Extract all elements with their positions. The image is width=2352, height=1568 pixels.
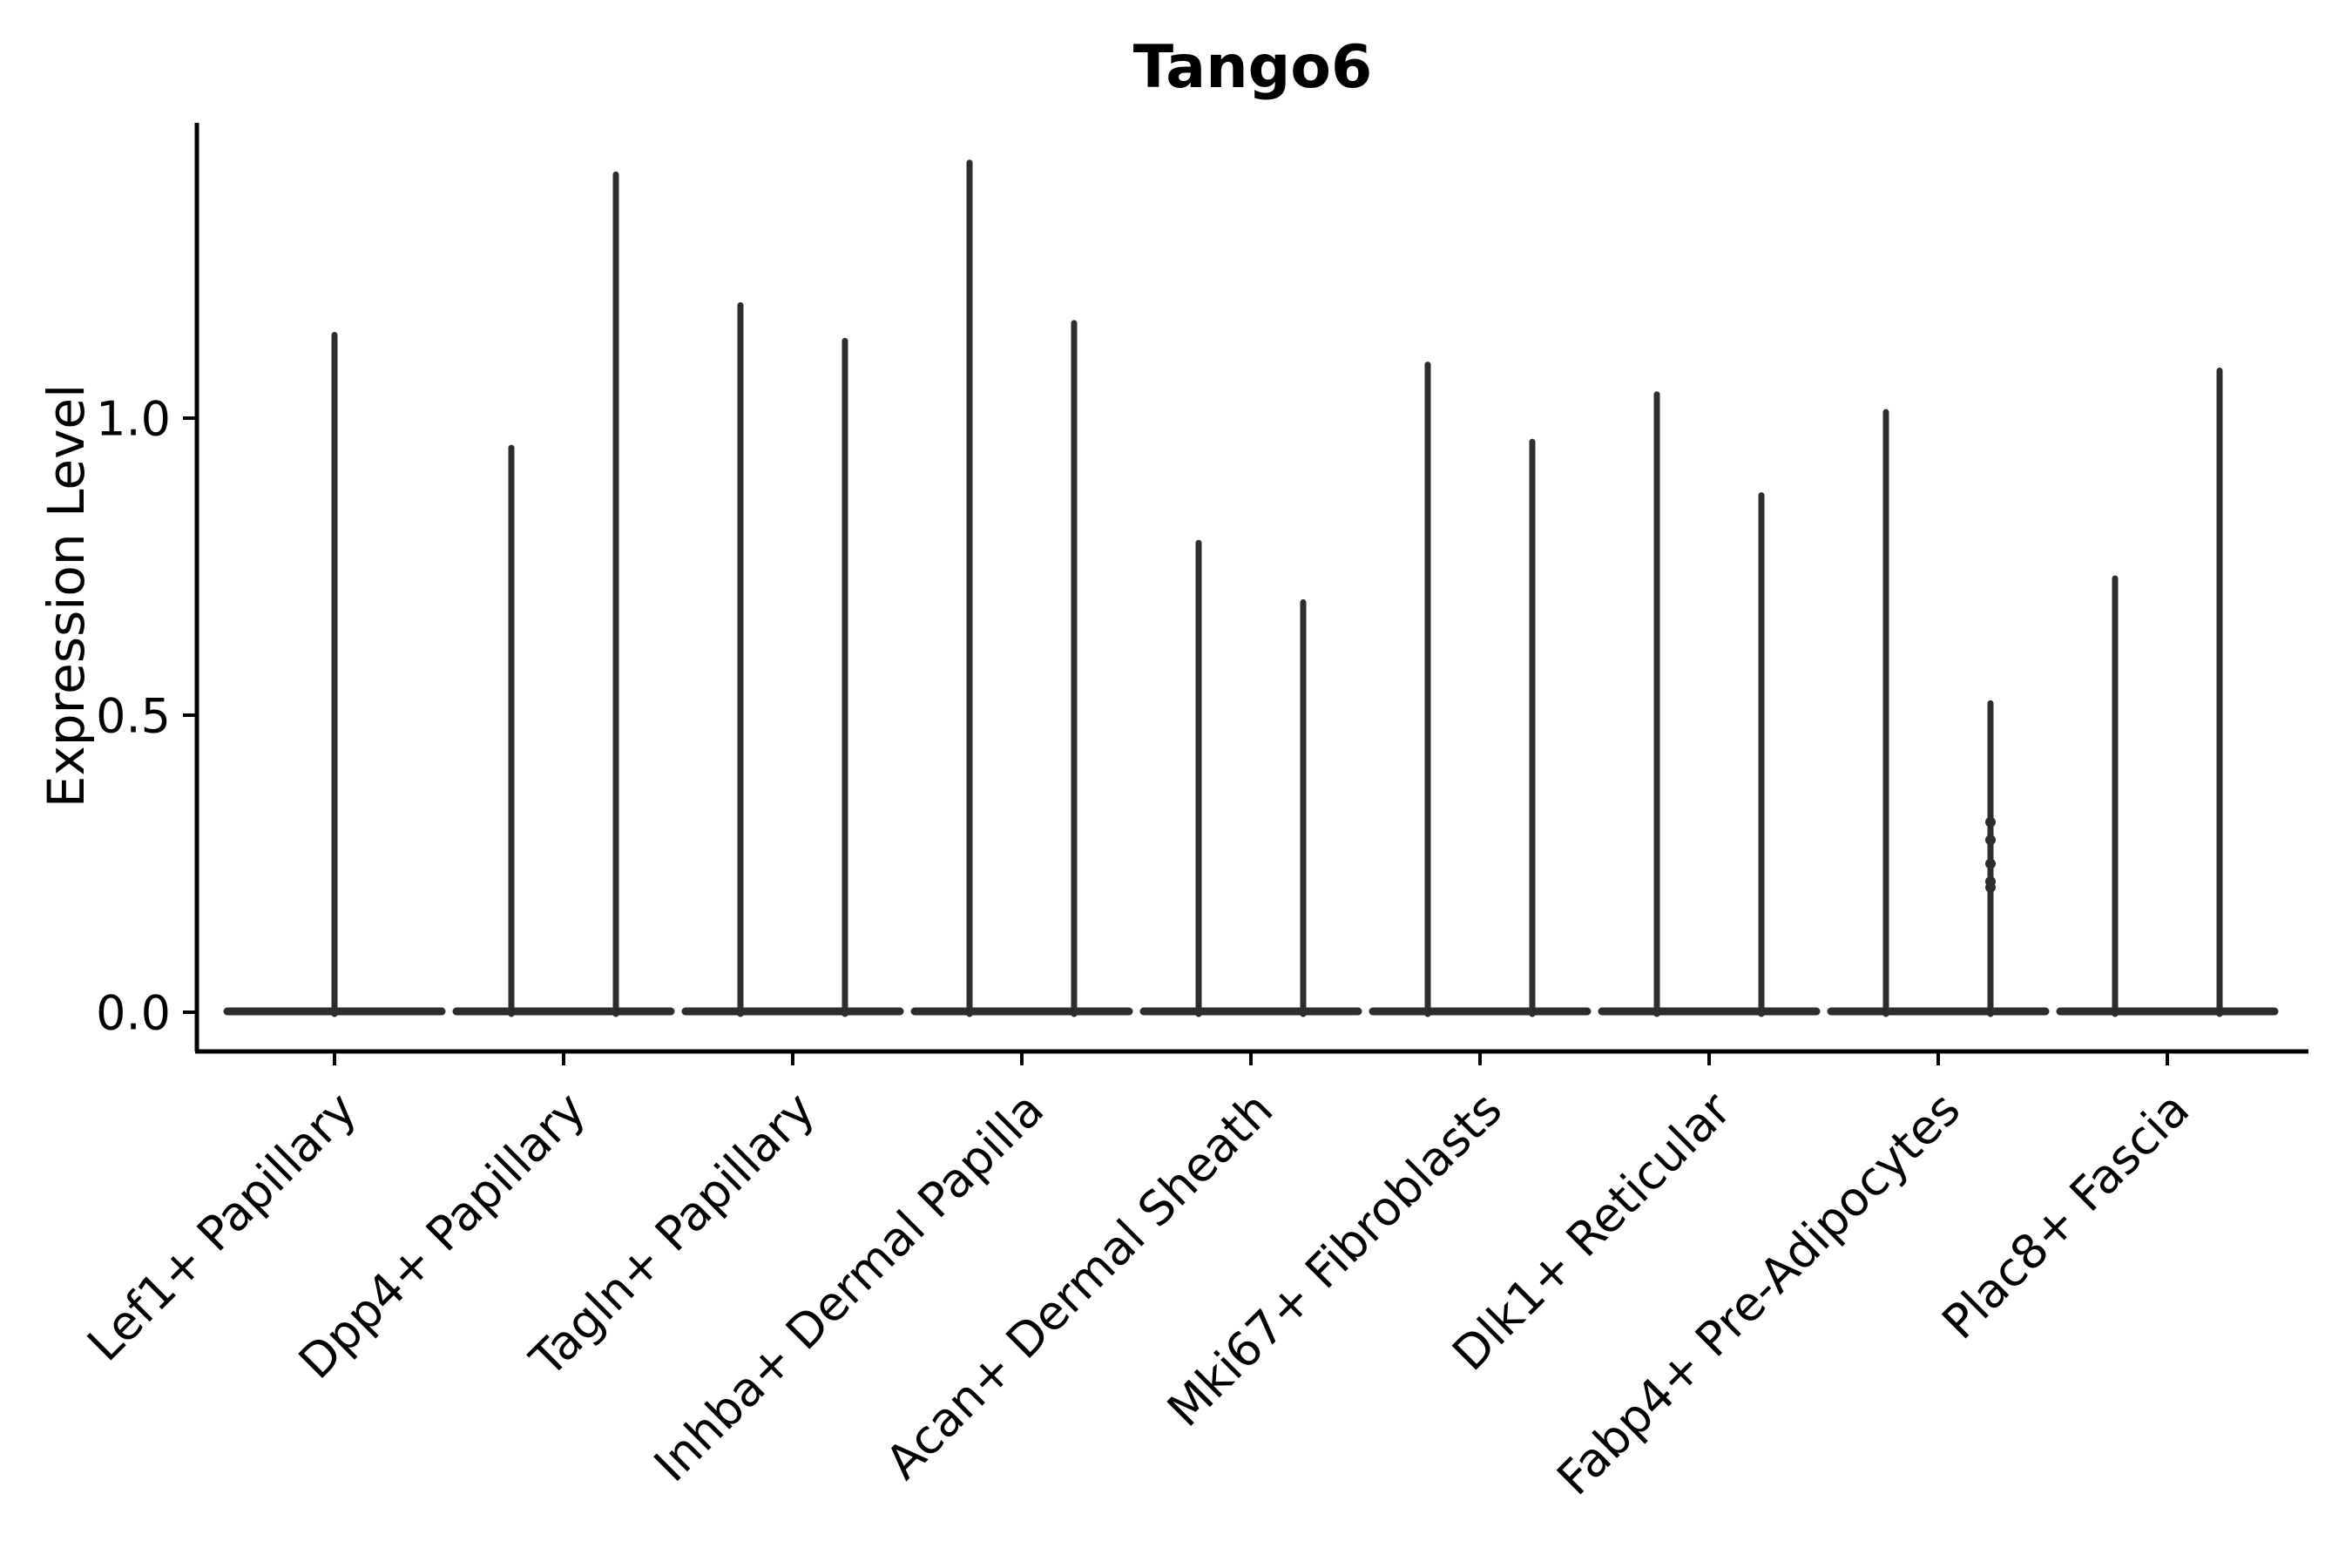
expression-point bbox=[1985, 816, 1996, 828]
y-tick-label: 0.0 bbox=[96, 985, 171, 1040]
y-tick-label: 0.5 bbox=[96, 688, 171, 743]
expression-point bbox=[1985, 858, 1996, 869]
expression-point bbox=[1985, 882, 1996, 893]
y-tick-label: 1.0 bbox=[96, 391, 171, 446]
y-axis-label: Expression Level bbox=[37, 384, 96, 808]
expression-point bbox=[1985, 835, 1996, 846]
chart-title: Tango6 bbox=[1133, 33, 1373, 102]
